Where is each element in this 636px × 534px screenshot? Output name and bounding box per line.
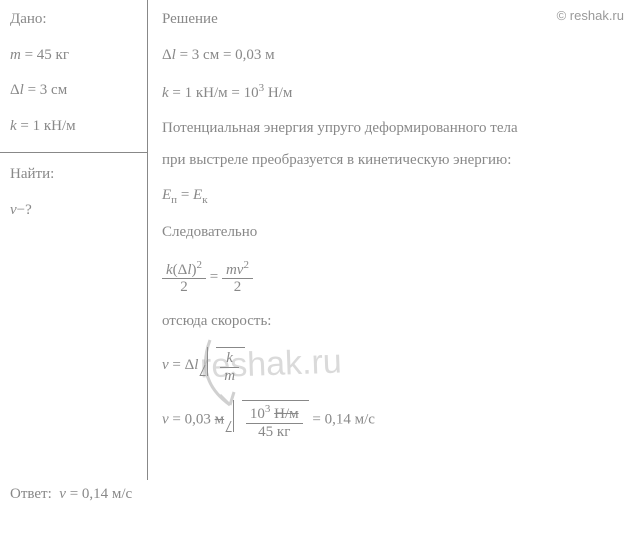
find-title: Найти:	[10, 165, 135, 185]
solution-line: Δl = 3 см = 0,03 м	[162, 46, 624, 66]
answer-row: Ответ: v = 0,14 м/с	[0, 480, 636, 509]
given-item: k = 1 кН/м	[10, 117, 135, 137]
watermark-top: © reshak.ru	[557, 8, 624, 23]
solution-line: Eп = Eк	[162, 186, 624, 207]
solution-line: v = Δl km	[162, 347, 624, 384]
solution-line: Потенциальная энергия упруго деформирова…	[162, 120, 624, 137]
answer-value: v = 0,14 м/с	[59, 486, 132, 502]
solution-title: Решение	[162, 10, 624, 30]
problem-layout: Дано: m = 45 кг Δl = 3 см k = 1 кН/м Най…	[0, 0, 636, 480]
solution-column: Решение Δl = 3 см = 0,03 м k = 1 кН/м = …	[148, 0, 636, 480]
solution-line: при выстреле преобразуется в кинетическу…	[162, 151, 624, 171]
given-item: Δl = 3 см	[10, 81, 135, 101]
answer-label: Ответ:	[10, 486, 52, 502]
given-title: Дано:	[10, 10, 135, 30]
solution-line: отсюда скорость:	[162, 312, 624, 332]
given-column: Дано: m = 45 кг Δl = 3 см k = 1 кН/м Най…	[0, 0, 148, 480]
find-value: v−?	[10, 201, 135, 221]
solution-line: k = 1 кН/м = 103 Н/м	[162, 81, 624, 104]
solution-line: v = 0,03 м 103 Н/м45 кг = 0,14 м/с	[162, 400, 624, 440]
solution-line: Следовательно	[162, 223, 624, 243]
solution-line: k(Δl)22 = mv22	[162, 259, 624, 296]
divider	[0, 152, 147, 153]
given-item: m = 45 кг	[10, 46, 135, 66]
